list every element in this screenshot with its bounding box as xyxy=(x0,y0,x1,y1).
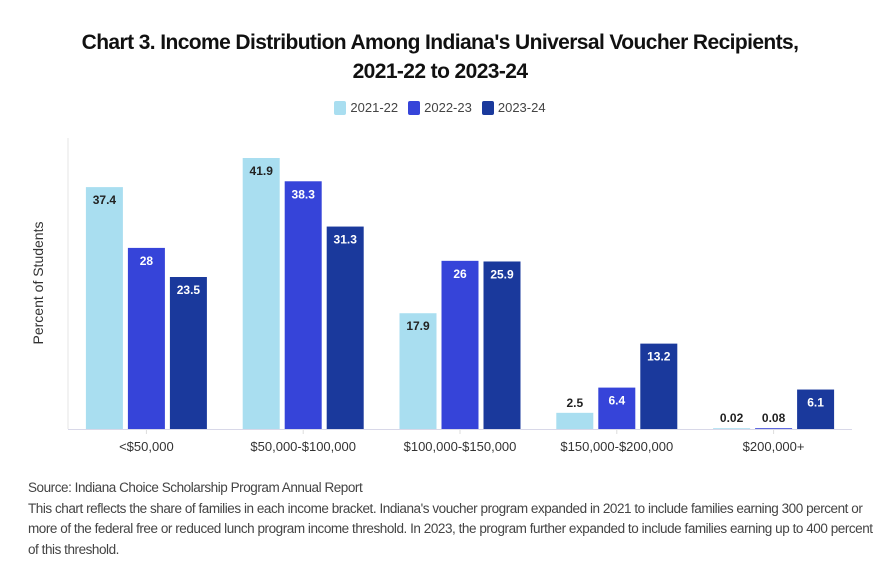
bar xyxy=(713,428,751,429)
x-tick-label: $100,000-$150,000 xyxy=(404,439,517,454)
bar xyxy=(483,261,521,429)
bar xyxy=(326,226,364,429)
data-label: 2.5 xyxy=(566,396,583,410)
bar-chart: <$50,000 37.4 28 23.5 $50,000-$100,000 41.9 38… xyxy=(67,138,852,454)
chart-title-line-1: Chart 3. Income Distribution Among India… xyxy=(81,31,799,54)
bar xyxy=(242,158,280,429)
bar xyxy=(598,387,636,429)
data-label: 0.08 xyxy=(762,411,786,425)
legend-item[interactable]: 2023-24 xyxy=(481,100,546,115)
data-label: 41.9 xyxy=(250,164,274,178)
legend-label: 2021-22 xyxy=(350,100,399,115)
bar xyxy=(85,187,123,429)
legend-swatch xyxy=(481,100,494,115)
bar xyxy=(399,313,437,429)
bar xyxy=(284,181,322,429)
legend-swatch xyxy=(408,100,421,115)
bar xyxy=(127,247,165,429)
data-label: 26 xyxy=(453,267,467,281)
x-tick-label: $200,000+ xyxy=(743,439,805,454)
data-label: 13.2 xyxy=(647,350,671,364)
data-label: 23.5 xyxy=(177,283,201,297)
bar xyxy=(797,389,835,429)
chart-notes: Source: Indiana Choice Scholarship Progr… xyxy=(28,478,873,560)
x-tick-label: $150,000-$200,000 xyxy=(560,439,673,454)
legend-label: 2023-24 xyxy=(497,100,546,115)
description-note: This chart reflects the share of familie… xyxy=(28,500,873,557)
legend-item[interactable]: 2022-23 xyxy=(408,100,472,115)
bar xyxy=(755,428,793,429)
data-label: 28 xyxy=(140,254,154,268)
data-label: 0.02 xyxy=(720,411,744,425)
legend-swatch xyxy=(334,100,347,115)
bar xyxy=(640,343,678,429)
x-tick-label: $50,000-$100,000 xyxy=(250,439,356,454)
chart-title: Chart 3. Income Distribution Among India… xyxy=(0,28,880,86)
bar xyxy=(441,260,479,429)
chart-title-line-2: 2021-22 to 2023-24 xyxy=(352,60,528,83)
x-tick-label: <$50,000 xyxy=(119,439,174,454)
bar xyxy=(556,412,594,429)
data-label: 17.9 xyxy=(406,319,430,333)
data-label: 25.9 xyxy=(490,267,514,281)
source-note: Source: Indiana Choice Scholarship Progr… xyxy=(28,480,363,495)
legend: 2021-22 2022-23 2023-24 xyxy=(0,100,880,115)
data-label: 37.4 xyxy=(93,193,117,207)
legend-label: 2022-23 xyxy=(424,100,472,115)
data-label: 38.3 xyxy=(292,187,316,201)
legend-item[interactable]: 2021-22 xyxy=(334,100,398,115)
data-label: 6.1 xyxy=(807,396,824,410)
data-label: 6.4 xyxy=(608,394,625,408)
data-label: 31.3 xyxy=(334,233,358,247)
bar xyxy=(169,277,207,429)
